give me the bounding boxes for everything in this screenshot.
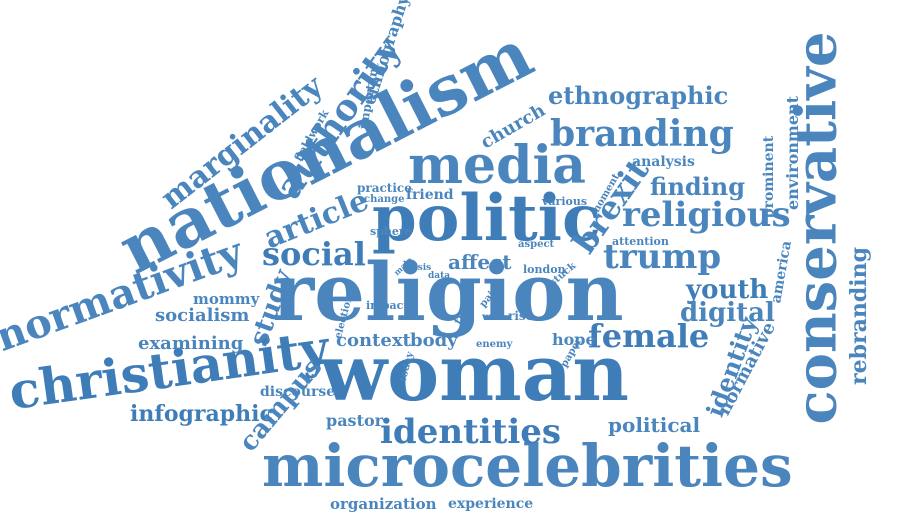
word-woman: woman [320, 328, 629, 419]
word-attention: attention [612, 235, 669, 248]
word-body: body [410, 330, 458, 351]
word-aspect: aspect [518, 239, 555, 250]
word-identities: identities [380, 412, 562, 452]
word-discourse: discourse [260, 384, 336, 400]
word-friend: friend [406, 187, 454, 203]
word-socialism: socialism [155, 305, 250, 326]
word-infographic: infographic [130, 401, 273, 427]
word-mommy: mommy [193, 290, 260, 308]
word-prominent: prominent [761, 135, 778, 219]
word-politic: politic [372, 181, 601, 256]
word-pastor: pastor [326, 411, 384, 430]
word-social: social [262, 235, 366, 273]
word-data: data [428, 271, 451, 281]
word-enemy: enemy [476, 339, 513, 350]
word-organization: organization [330, 495, 437, 513]
word-ethnographic: ethnographic [548, 81, 729, 110]
word-wife: wife [482, 312, 506, 323]
word-examining: examining [138, 333, 244, 354]
word-affect: affect [448, 250, 512, 274]
word-trump: trump [603, 237, 722, 277]
word-digital: digital [680, 298, 775, 328]
word-impact: impact [366, 299, 409, 312]
word-religion: religion [272, 245, 624, 339]
word-branding: branding [550, 113, 734, 155]
word-analysis: analysis [632, 154, 695, 170]
word-practice: practice [357, 181, 412, 195]
word-female: female [588, 317, 710, 355]
word-youth: youth [686, 275, 769, 305]
word-conservative: conservative [783, 31, 850, 425]
word-environment: environment [783, 95, 803, 211]
word-crisis: crisis [404, 263, 432, 273]
word-experience: experience [448, 496, 534, 512]
word-media: media [408, 135, 586, 196]
word-various: various [542, 195, 588, 208]
word-religious: religious [622, 195, 791, 235]
word-microcelebrities: microcelebrities [262, 432, 793, 500]
word-context: context [336, 330, 411, 351]
word-rise: rise [508, 309, 534, 323]
word-london: london [523, 263, 566, 276]
word-political: political [608, 413, 701, 437]
word-hope: hope [552, 330, 596, 349]
word-sphere: sphere [370, 225, 412, 238]
word-change: change [364, 194, 405, 205]
word-finding: finding [650, 172, 746, 201]
word-rebranding: rebranding [845, 247, 872, 385]
